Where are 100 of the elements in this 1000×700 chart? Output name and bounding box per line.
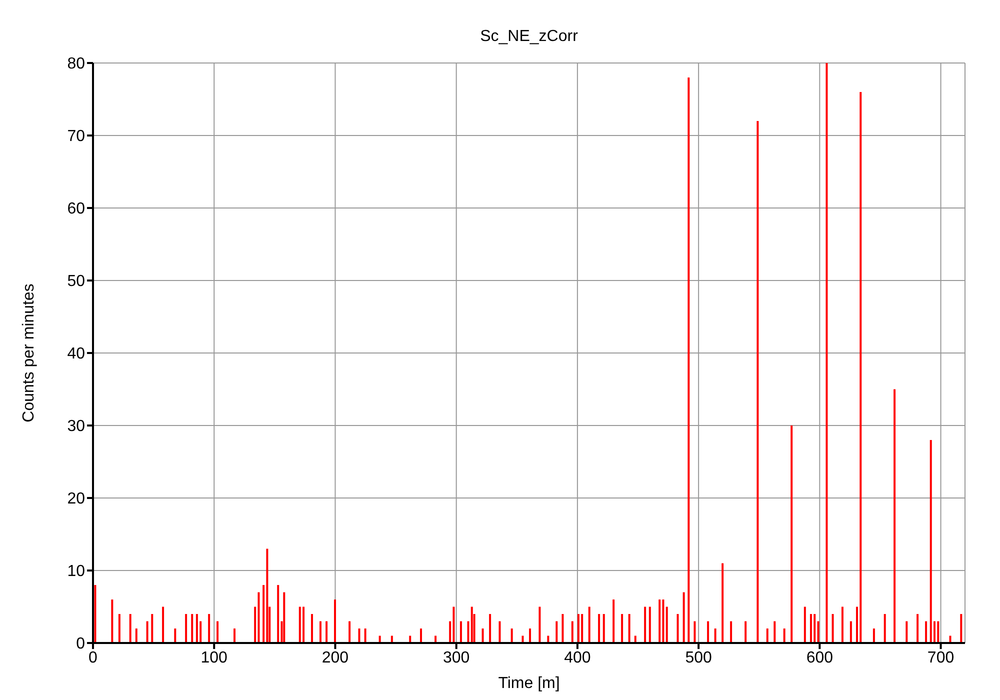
bar [714,628,716,643]
bar [804,606,806,643]
bar [460,621,462,643]
bar [283,592,286,643]
bar [266,548,268,643]
bar [498,621,501,643]
bar [960,614,962,643]
bar [358,628,360,643]
bar [452,606,455,643]
y-tick-label: 60 [67,200,86,218]
bar [348,621,351,643]
bar [298,606,301,643]
x-tick-label: 500 [685,649,712,666]
y-axis-title: Counts per minutes [20,284,38,422]
bar [562,614,564,643]
y-tick-label: 20 [67,490,86,508]
bar [174,628,176,643]
bar [326,621,328,643]
bar [162,606,164,643]
bar [814,614,816,643]
bar [185,614,188,643]
x-tick-label: 200 [322,649,349,666]
bar [937,621,940,643]
bar [319,621,322,643]
bar [129,614,132,643]
bar [510,628,513,643]
bar [581,614,584,643]
bar [884,614,886,643]
y-tick-label: 10 [67,563,86,580]
x-tick-label: 100 [200,649,228,666]
bar [744,621,747,643]
bar [783,628,786,643]
bar [682,592,685,643]
bar [94,585,96,643]
bar [111,600,114,643]
bar [571,621,574,643]
chart-title: Sc_NE_zCorr [479,28,579,46]
bar [872,628,875,643]
bar [612,600,615,643]
bar [790,426,793,643]
bar [676,614,679,643]
bar [688,78,690,643]
x-tick-label: 700 [927,649,954,666]
bar [529,628,531,643]
x-tick-label: 0 [88,649,98,666]
x-tick-label: 600 [806,649,834,666]
bar [756,121,759,643]
y-tick-label: 50 [67,273,86,290]
bar [216,621,219,643]
bar [662,600,664,643]
x-axis-title: Time [m] [498,675,560,692]
bar [233,628,236,643]
bar [118,614,120,643]
bar [489,614,492,643]
bar [191,614,194,643]
bar [135,628,138,643]
bar [906,621,908,643]
bar [766,628,768,643]
bar [208,614,210,643]
bar [311,614,313,643]
bar [832,614,834,643]
bar [577,614,580,643]
bar [258,592,260,643]
bar [364,628,366,643]
y-tick-label: 40 [67,346,86,363]
bar [467,621,470,643]
y-tick-label: 70 [67,128,86,146]
bar [334,600,336,643]
bar [621,614,624,643]
bar [810,614,812,643]
bar [694,621,696,643]
bar [277,585,280,643]
bar [666,606,668,643]
bar [826,63,828,643]
bar [730,621,732,643]
bar [774,621,776,643]
bar [860,92,862,643]
bar [658,600,661,643]
bar [925,621,928,643]
y-tick-label: 30 [67,418,86,436]
bar [538,606,541,643]
bar [644,606,646,643]
bar [722,563,724,643]
bar [707,621,710,643]
x-tick-label: 400 [564,649,591,666]
bar [302,606,305,643]
bar [598,614,600,643]
bar [470,606,473,643]
bar [151,614,154,643]
bar [841,606,844,643]
y-tick-label: 0 [76,636,86,653]
bar [602,614,605,643]
x-tick-label: 300 [442,649,470,666]
bar [556,621,558,643]
bar [894,389,896,643]
bar [930,440,932,643]
y-tick-label: 80 [67,56,86,73]
bar [146,621,148,643]
bar [420,628,422,643]
bar [482,628,484,643]
